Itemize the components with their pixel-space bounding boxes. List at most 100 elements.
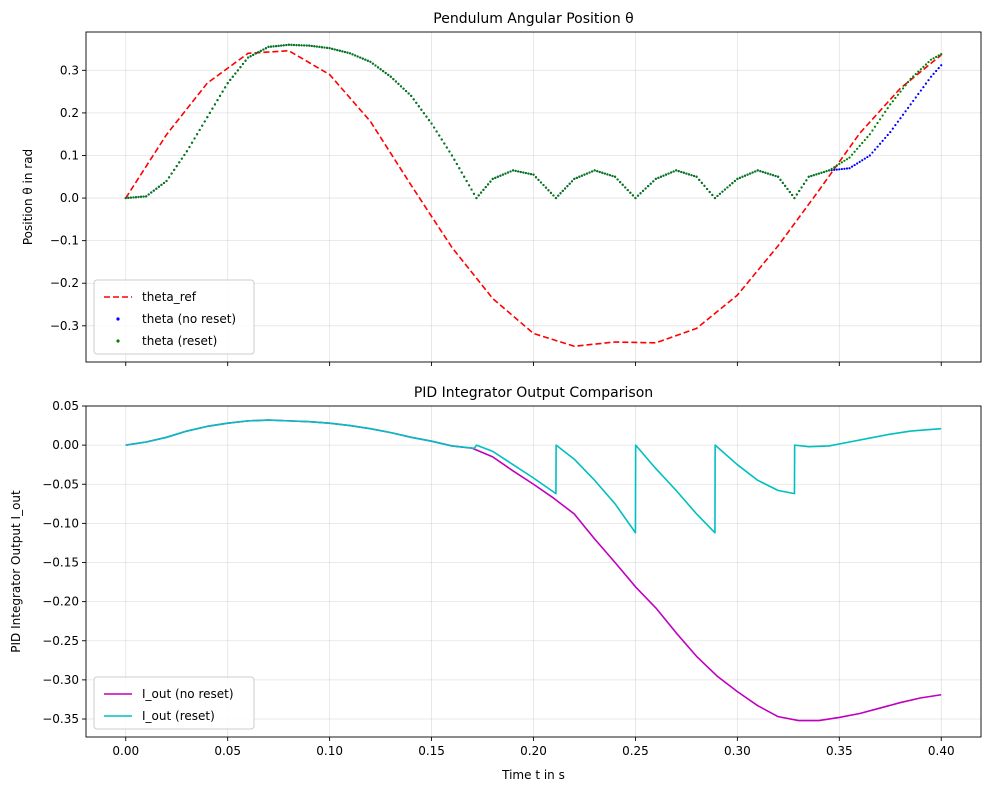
chart-0-series-theta-no-reset--point [886,133,889,137]
chart-1-xlabel: Time t in s [501,768,565,782]
chart-0-series-theta-reset--point [922,65,925,68]
chart-0-series-theta-reset--point [356,55,359,58]
chart-0-series-theta-reset--point [741,175,744,178]
chart-0-series-theta-no-reset--point [833,168,836,171]
chart-0-series-theta-reset--point [812,174,815,177]
chart-0-series-theta-reset--point [924,63,928,66]
chart-0-series-theta-reset--point [509,170,512,173]
chart-0-series-theta-reset--point [359,56,362,59]
chart-0-series-theta-reset--point [914,72,917,76]
chart-0-series-theta-reset--point [425,115,428,118]
chart-0-series-theta-reset--point [320,46,324,49]
chart-0-series-theta-reset--point [178,161,181,164]
chart-0-series-theta-reset--point [323,46,326,49]
chart-0-series-theta-reset--point [585,172,589,175]
chart-1-xtick-label: 0.35 [826,744,853,758]
chart-0-series-theta-reset--point [830,167,833,170]
chart-0-series-theta-reset--point [234,72,237,75]
chart-0-series-theta-reset--point [397,82,400,85]
chart-0-series-theta-reset--point [721,190,724,193]
chart-1-xtick-label: 0.00 [112,744,139,758]
chart-0-series-theta-reset--point [726,186,729,189]
chart-0-series-theta-reset--point [552,194,555,197]
chart-0-series-theta-no-reset--point [853,163,856,167]
chart-0-series-theta-no-reset--point [881,139,884,142]
chart-0-series-theta-reset--point [519,170,522,174]
chart-0-series-theta-reset--point [616,178,619,181]
chart-0-series-theta-reset--point [315,45,318,48]
chart-0-series-theta-reset--point [559,192,562,195]
chart-0-series-theta-reset--point [940,53,943,56]
chart-0-series-theta-reset--point [723,188,727,191]
chart-0-series-theta-no-reset--point [838,168,841,171]
chart-0-series-theta-reset--point [211,107,214,110]
chart-0-series-theta-reset--point [147,193,150,196]
chart-0-series-theta-reset--point [264,47,268,50]
chart-0-series-theta-reset--point [639,192,642,195]
chart-0-series-theta-reset--point [433,126,436,129]
chart-0-series-theta-no-reset--point [922,85,925,89]
chart-0-series-theta-reset--point [221,90,224,93]
chart-1-ytick-label: −0.35 [42,712,79,726]
chart-0-series-theta-reset--point [698,178,701,181]
chart-0-series-theta-reset--point [465,179,468,183]
chart-0-series-theta-reset--point [692,174,696,178]
chart-0-series-theta-reset--point [346,51,349,54]
chart-0-series-theta-reset--point [539,181,543,184]
chart-0-series-theta-reset--point [244,59,247,62]
chart-0-ylabel: Position θ in rad [21,149,35,245]
chart-0-series-theta-no-reset--point [873,148,877,151]
chart-0-series-theta-reset--point [504,172,507,175]
chart-0-series-theta-reset--point [198,128,201,132]
chart-0-series-theta-reset--point [845,158,849,161]
chart-0-series-theta-reset--point [680,170,683,174]
chart-0-series-theta-reset--point [134,196,138,199]
chart-0-series-theta-reset--point [929,58,933,61]
chart-0-series-theta-no-reset--point [909,103,912,106]
chart-0-series-theta-reset--point [664,173,668,176]
chart-0-series-theta-reset--point [675,169,678,172]
chart-0-series-theta-reset--point [573,177,576,181]
chart-0-series-theta-reset--point [937,54,940,57]
chart-0-series-theta-reset--point [659,175,663,178]
chart-0-series-theta-reset--point [631,194,634,197]
chart-0-series-theta-no-reset--point [889,130,892,134]
chart-0-series-theta-reset--point [822,170,826,174]
chart-0-series-theta-reset--point [484,186,487,189]
chart-0-series-theta-reset--point [460,171,463,174]
chart-0-series-theta-reset--point [213,103,217,106]
chart-0-series-theta-reset--point [499,174,502,177]
chart-0-legend-entry-marker [116,317,120,321]
chart-0-series-theta-reset--point [626,188,629,192]
chart-0-series-theta-reset--point [667,172,670,175]
chart-0-series-theta-no-reset--point [896,120,900,123]
chart-0-series-theta-reset--point [580,174,584,177]
chart-0-series-theta-reset--point [524,171,527,175]
chart-0-series-theta-reset--point [491,177,494,181]
chart-0-series-theta-reset--point [542,183,545,187]
chart-1-legend: I_out (no reset) I_out (reset) [93,676,255,730]
chart-0-series-theta-reset--point [193,137,196,140]
chart-0-series-theta-reset--point [392,78,395,81]
chart-0-series-theta-reset--point [624,186,627,189]
chart-0-series-theta-reset--point [399,85,403,88]
chart-0-series-theta-reset--point [152,189,155,192]
chart-0-series-theta-reset--point [303,44,306,47]
chart-0-series-theta-reset--point [157,185,160,188]
chart-0-series-theta-reset--point [840,161,843,164]
chart-0-series-theta-reset--point [583,173,586,176]
chart-0-series-theta-reset--point [282,44,285,47]
chart-0-series-theta-reset--point [820,171,823,174]
chart-0-series-theta-reset--point [858,144,861,148]
chart-1-xtick-label: 0.10 [316,744,343,758]
chart-0-series-theta-reset--point [415,101,418,104]
chart-0-series-theta-reset--point [218,94,222,97]
chart-0-series-theta-reset--point [873,125,877,128]
chart-0-series-theta-reset--point [598,170,601,174]
chart-0-series-theta-reset--point [435,130,438,133]
chart-0-series-theta-reset--point [641,189,645,192]
chart-0-series-theta-no-reset--point [917,92,920,96]
chart-0-series-theta-reset--point [561,189,564,192]
chart-1-series-i-out-reset--line [125,419,942,534]
chart-1-ytick-label: −0.10 [42,516,79,530]
